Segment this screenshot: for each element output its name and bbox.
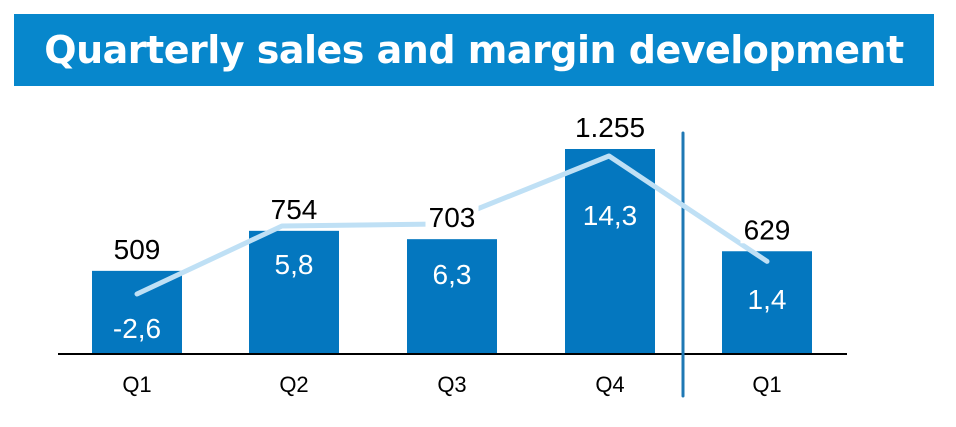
sales-label-bg [425,201,479,232]
sales-value-label: 703 [429,202,476,233]
sales-bar [249,230,339,354]
margin-value-label: 5,8 [275,249,314,280]
sales-label-bg [740,213,794,244]
category-label: Q1 [752,372,781,397]
margin-value-label: 14,3 [583,200,638,231]
category-label: Q4 [595,372,624,397]
sales-bar [565,149,655,354]
sales-label-bg [568,111,652,141]
sales-label-bg [267,192,321,223]
sales-bar [407,239,497,354]
sales-value-label: 629 [744,214,791,245]
sales-value-label: 754 [271,194,318,225]
sales-bar [92,270,182,354]
margin-value-label: -2,6 [113,313,161,344]
margin-value-label: 1,4 [748,284,787,315]
category-label: Q3 [437,372,466,397]
sales-value-label: 1.255 [575,112,645,143]
sales-label-bg [110,232,164,263]
margin-value-label: 6,3 [433,259,472,290]
chart-title: Quarterly sales and margin development [44,28,904,72]
category-label: Q1 [122,372,151,397]
sales-bar [722,251,812,354]
title-banner: Quarterly sales and margin development [14,14,934,86]
category-label: Q2 [279,372,308,397]
sales-value-label: 509 [114,234,161,265]
